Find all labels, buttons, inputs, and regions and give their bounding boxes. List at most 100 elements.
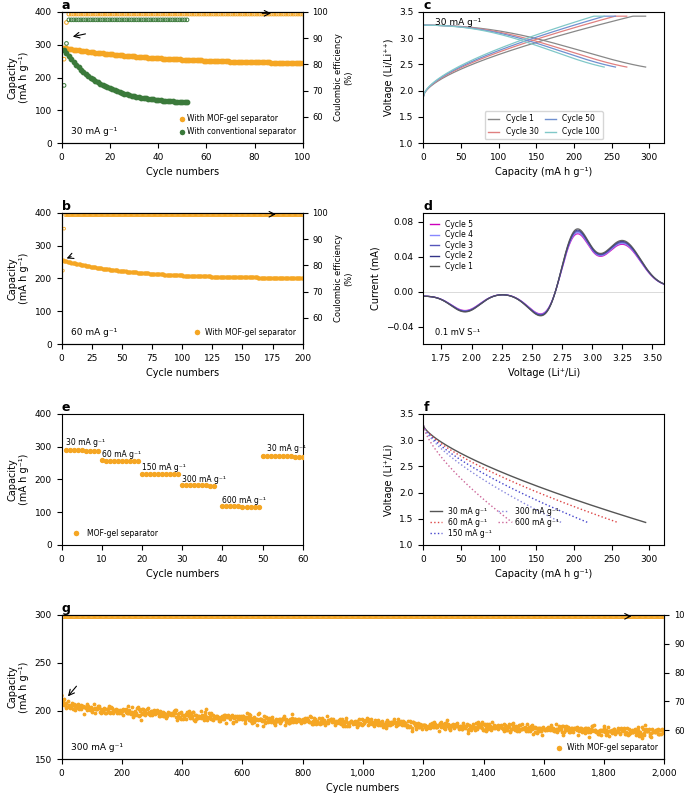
Point: [296, 717, 307, 729]
Point: [78, 610, 89, 623]
Point: [559, 610, 570, 623]
Point: [107, 705, 118, 718]
Point: [97, 78, 108, 91]
Point: [106, 702, 117, 714]
Point: [634, 727, 645, 740]
Point: [244, 708, 255, 721]
Point: [243, 714, 254, 727]
Point: [429, 610, 440, 623]
Point: [546, 718, 557, 731]
Point: [201, 702, 212, 715]
Point: [604, 725, 615, 737]
Point: [645, 610, 656, 623]
Point: [255, 712, 266, 725]
Point: [329, 719, 340, 732]
Point: [629, 723, 640, 736]
Point: [531, 721, 542, 734]
Point: [240, 710, 251, 723]
Text: f: f: [423, 401, 429, 414]
Point: [525, 722, 536, 735]
Point: [149, 209, 160, 221]
Point: [349, 716, 360, 729]
Point: [584, 610, 595, 623]
Point: [187, 710, 198, 723]
Point: [295, 8, 306, 21]
Point: [95, 610, 106, 623]
Point: [78, 701, 89, 714]
Point: [249, 714, 260, 726]
Point: [86, 702, 97, 714]
Point: [144, 209, 155, 221]
Point: [58, 254, 68, 267]
Point: [264, 272, 275, 284]
Point: [69, 257, 80, 270]
Point: [116, 610, 127, 623]
Point: [516, 718, 527, 730]
Point: [583, 721, 594, 734]
Point: [256, 713, 267, 725]
Point: [114, 704, 125, 717]
Point: [625, 727, 636, 740]
Point: [246, 712, 257, 725]
Point: [138, 267, 149, 280]
Point: [392, 716, 403, 729]
Point: [606, 724, 617, 737]
Point: [499, 610, 510, 623]
300 mA g⁻¹: [425, 431, 433, 440]
Point: [179, 8, 190, 21]
Point: [66, 14, 77, 26]
Point: [259, 209, 270, 221]
Point: [336, 610, 347, 623]
Point: [533, 721, 544, 734]
Point: [403, 721, 414, 733]
Point: [283, 610, 294, 623]
Point: [99, 14, 110, 26]
Point: [622, 610, 633, 623]
Point: [75, 14, 86, 26]
Point: [78, 45, 89, 58]
Point: [95, 209, 105, 221]
Point: [597, 610, 608, 623]
Point: [525, 610, 536, 623]
Point: [223, 710, 234, 723]
600 mA g⁻¹: [443, 459, 451, 469]
Point: [589, 724, 600, 737]
Point: [126, 8, 137, 21]
Point: [587, 720, 598, 733]
Point: [138, 92, 149, 105]
Point: [160, 209, 171, 221]
Point: [458, 610, 469, 623]
Point: [116, 455, 127, 467]
Point: [82, 209, 92, 221]
Point: [534, 725, 545, 737]
Point: [586, 610, 597, 623]
Point: [575, 722, 586, 735]
Point: [266, 713, 277, 725]
Point: [398, 610, 409, 623]
Point: [279, 272, 290, 284]
Point: [364, 610, 375, 623]
Point: [145, 267, 156, 280]
Point: [64, 209, 75, 221]
Point: [414, 610, 425, 623]
Point: [291, 209, 302, 221]
Point: [213, 8, 224, 21]
300 mA g⁻¹: [557, 518, 565, 527]
Point: [238, 711, 249, 724]
Point: [340, 719, 351, 732]
Point: [169, 209, 179, 221]
Point: [477, 721, 488, 734]
Point: [381, 721, 392, 734]
Point: [164, 53, 175, 66]
Point: [107, 48, 118, 61]
Point: [388, 610, 399, 623]
Point: [138, 704, 149, 717]
Point: [647, 723, 658, 736]
Point: [414, 718, 425, 730]
Point: [559, 721, 570, 733]
Point: [260, 716, 271, 729]
Point: [61, 16, 72, 29]
Point: [214, 610, 225, 623]
Point: [264, 8, 275, 21]
Point: [259, 8, 270, 21]
